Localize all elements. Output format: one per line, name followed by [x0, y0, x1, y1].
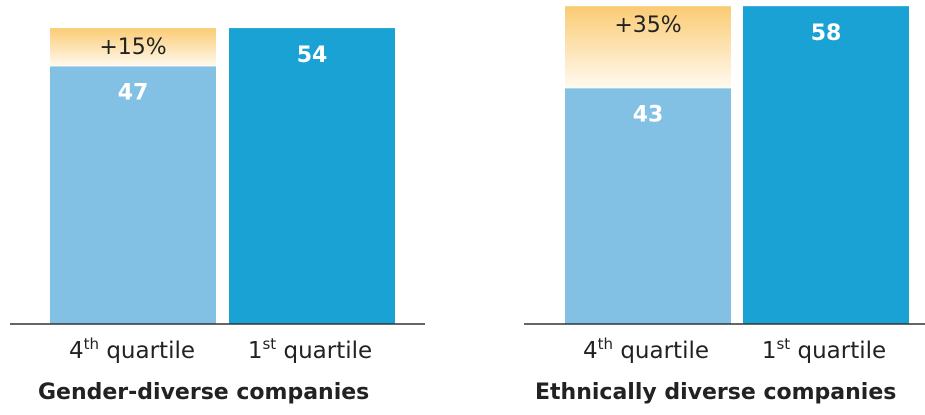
uplift-label: +35% — [614, 13, 681, 38]
category-word: quartile — [620, 338, 710, 364]
value-label-4th-quartile: 43 — [633, 102, 664, 127]
category-number: 1 — [761, 338, 777, 364]
category-number: 4 — [68, 338, 84, 364]
category-word: quartile — [106, 338, 196, 364]
bar-4th-quartile — [565, 88, 731, 324]
bar-1st-quartile — [229, 28, 395, 325]
category-label-1st-ethnic: 1st quartile — [744, 335, 904, 365]
gender-panel: +15% 47 54 — [10, 28, 425, 325]
uplift-band — [565, 6, 731, 89]
panel-title-gender: Gender-diverse companies — [38, 380, 370, 405]
uplift-label: +15% — [99, 35, 166, 60]
category-suffix: st — [262, 335, 277, 353]
category-suffix: st — [776, 335, 791, 353]
bar-4th-quartile — [50, 66, 216, 324]
category-word: quartile — [283, 338, 373, 364]
ethnic-panel: +35% 43 58 — [524, 6, 925, 325]
uplift-band — [50, 28, 216, 67]
value-label-4th-quartile: 47 — [118, 80, 149, 105]
value-label-1st-quartile: 54 — [297, 43, 328, 68]
panel-title-ethnic: Ethnically diverse companies — [535, 380, 897, 405]
category-suffix: th — [83, 335, 100, 353]
category-number: 1 — [247, 338, 263, 364]
category-label-4th-gender: 4th quartile — [52, 335, 212, 365]
value-label-1st-quartile: 58 — [811, 21, 842, 46]
bar-1st-quartile — [743, 6, 909, 324]
category-label-4th-ethnic: 4th quartile — [566, 335, 726, 365]
category-label-1st-gender: 1st quartile — [230, 335, 390, 365]
category-suffix: th — [597, 335, 614, 353]
category-number: 4 — [582, 338, 598, 364]
category-word: quartile — [797, 338, 887, 364]
